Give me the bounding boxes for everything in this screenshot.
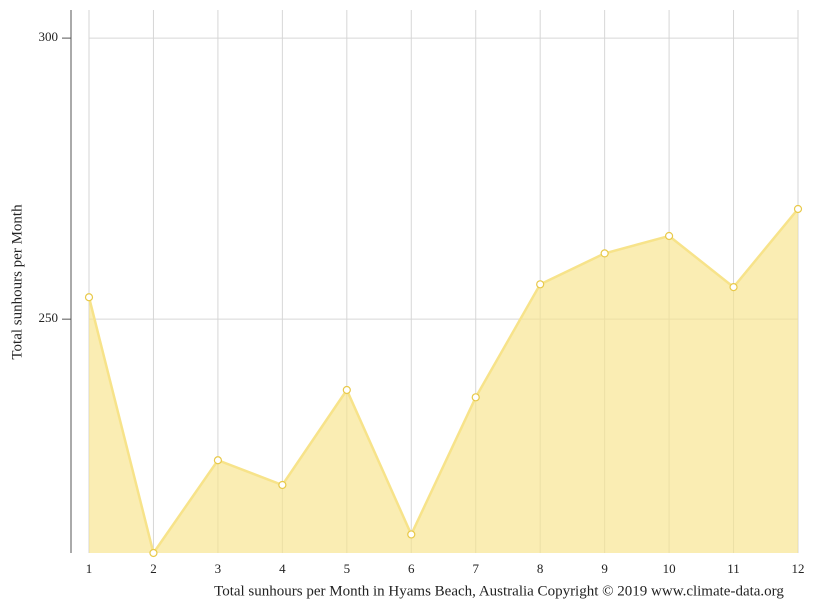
x-tick-label: 4	[279, 561, 286, 576]
x-tick-label: 3	[215, 561, 222, 576]
x-tick-label: 8	[537, 561, 544, 576]
x-tick-label: 5	[344, 561, 351, 576]
x-tick-label: 7	[472, 561, 479, 576]
point	[407, 530, 416, 539]
y-tick-label: 250	[39, 310, 59, 325]
point	[600, 249, 609, 258]
x-tick-label: 9	[601, 561, 608, 576]
line	[87, 208, 799, 556]
x-tick-label: 10	[663, 561, 676, 576]
point	[84, 293, 94, 302]
x-tick-label: 12	[792, 561, 805, 576]
chart-title: Total sunhours per Month in Hyams Beach,…	[214, 583, 784, 599]
point	[793, 204, 803, 214]
x-tick-label: 2	[150, 561, 157, 576]
x-tick-label: 6	[408, 561, 415, 576]
area	[89, 208, 798, 553]
point	[471, 393, 480, 402]
point	[536, 280, 545, 289]
point	[342, 385, 351, 395]
x-tick-label: 1	[86, 561, 93, 576]
x-tick-label: 11	[727, 561, 740, 576]
point	[213, 456, 223, 465]
point	[149, 548, 158, 558]
y-tick-label: 300	[39, 29, 59, 44]
y-axis-label: Total sunhours per Month	[9, 204, 25, 360]
point	[278, 480, 287, 490]
point	[729, 283, 738, 292]
point	[664, 231, 674, 241]
